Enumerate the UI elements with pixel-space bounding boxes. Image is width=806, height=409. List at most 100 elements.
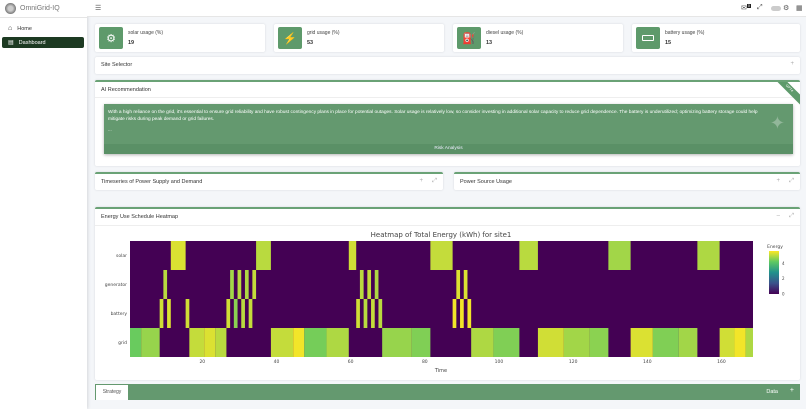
- heatmap-cell: [304, 328, 327, 357]
- maximize-icon[interactable]: ⤢: [789, 213, 794, 219]
- colorbar: [769, 251, 779, 294]
- minus-icon[interactable]: –: [776, 213, 780, 219]
- heatmap-cell: [460, 299, 464, 328]
- sidebar: OmniGrid-IQ ⌂ Home ▤ Dashboard: [0, 0, 87, 409]
- sidebar-item-label: Dashboard: [18, 39, 46, 46]
- sidebar-item-dashboard[interactable]: ▤ Dashboard: [2, 37, 84, 48]
- heatmap-cell: [233, 299, 238, 328]
- heatmap-cell: [456, 270, 461, 299]
- x-tick-label: 160: [717, 359, 726, 365]
- heatmap-cell: [237, 270, 242, 299]
- info-box-grid: ⚡ grid usage (%) 53: [274, 24, 444, 52]
- x-tick-label: 40: [274, 359, 280, 365]
- heatmap-cell: [452, 299, 457, 328]
- heatmap-cell: [589, 328, 609, 357]
- info-value: 19: [128, 40, 135, 46]
- info-label: grid usage (%): [307, 30, 340, 36]
- tab-data[interactable]: Data: [766, 389, 778, 395]
- heatmap-cell: [167, 299, 171, 328]
- y-tick-label: battery: [111, 311, 128, 317]
- heatmap-cell: [185, 299, 190, 328]
- bolt-icon: ⚡: [278, 27, 302, 49]
- heatmap-cell: [326, 328, 349, 357]
- plus-icon[interactable]: +: [419, 178, 423, 184]
- bell-icon[interactable]: ✉0: [741, 4, 751, 12]
- heatmap-cell: [382, 328, 412, 357]
- colorbar-title: Energy: [767, 244, 783, 250]
- heatmap-row-battery: [130, 299, 753, 328]
- heatmap-cell: [371, 299, 375, 328]
- heatmap-cell: [563, 328, 590, 357]
- info-label: solar usage (%): [128, 30, 164, 36]
- x-tick-label: 80: [422, 359, 428, 365]
- heatmap-cell: [493, 328, 520, 357]
- heatmap-cell: [204, 328, 216, 357]
- card-title: Timeseries of Power Supply and Demand: [101, 179, 203, 185]
- x-tick-label: 120: [569, 359, 578, 365]
- x-tick-label: 20: [199, 359, 205, 365]
- plus-icon[interactable]: +: [790, 61, 794, 67]
- ai-recommendation-card: AI Recommendation GPT4 With a high relia…: [95, 80, 800, 166]
- tab-strategy[interactable]: Strategy: [96, 385, 128, 400]
- notification-badge: 0: [746, 4, 751, 8]
- power-source-usage-card: Power Source Usage + ⤢: [454, 172, 800, 190]
- heatmap-cell: [293, 328, 305, 357]
- heatmap-cell: [248, 299, 253, 328]
- maximize-icon[interactable]: ⤢: [789, 178, 794, 184]
- more-indicator: ...: [108, 127, 112, 132]
- heatmap-cell: [411, 328, 431, 357]
- heatmap-cell: [678, 328, 698, 357]
- heatmap-cell: [374, 270, 379, 299]
- heatmap-cell: [430, 241, 453, 270]
- info-box-battery: battery usage (%) 15: [632, 24, 800, 52]
- sidebar-item-home[interactable]: ⌂ Home: [2, 23, 84, 34]
- heatmap-cell: [226, 299, 231, 328]
- site-selector-card: Site Selector +: [95, 57, 800, 74]
- heatmap-cell: [537, 328, 564, 357]
- solar-icon: ⚙: [99, 27, 123, 49]
- top-navbar: ☰ ✉0 ⤢ ⚙ ▦: [87, 0, 806, 17]
- expand-icon[interactable]: ⤢: [757, 4, 763, 11]
- theme-toggle[interactable]: [771, 6, 781, 11]
- recommendation-text: With a high reliance on the grid, it's e…: [108, 110, 758, 122]
- heatmap-cell: [130, 328, 142, 357]
- info-value: 53: [307, 40, 314, 46]
- heatmap-cell: [467, 299, 472, 328]
- heatmap-cell: [363, 299, 368, 328]
- risk-analysis-button[interactable]: Risk Analysis: [104, 144, 793, 154]
- heatmap-cell: [215, 328, 227, 357]
- heatmap-cell: [630, 328, 653, 357]
- heatmap-cell: [163, 270, 168, 299]
- heatmap-cell: [170, 241, 186, 270]
- brand[interactable]: OmniGrid-IQ: [0, 0, 87, 18]
- colorbar-tick-label: 4: [782, 261, 785, 266]
- x-axis-label: Time: [434, 368, 447, 374]
- hamburger-icon[interactable]: ☰: [95, 5, 102, 12]
- info-value: 13: [486, 40, 493, 46]
- heatmap-cell: [244, 270, 249, 299]
- heatmap-cell: [252, 270, 257, 299]
- colorbar-tick-label: 0: [782, 292, 785, 297]
- plus-icon[interactable]: +: [789, 387, 794, 394]
- plus-icon[interactable]: +: [776, 178, 780, 184]
- info-label: diesel usage (%): [486, 30, 524, 36]
- heatmap-cell: [697, 241, 720, 270]
- heatmap-cell: [359, 270, 364, 299]
- gear-icon[interactable]: ⚙: [783, 5, 790, 12]
- heatmap-cell: [471, 328, 494, 357]
- maximize-icon[interactable]: ⤢: [432, 178, 437, 184]
- card-title: Power Source Usage: [460, 179, 512, 185]
- home-icon: ⌂: [8, 25, 13, 32]
- heatmap-cell: [348, 241, 357, 270]
- heatmap-cell: [734, 328, 746, 357]
- info-box-diesel: ⛽ diesel usage (%) 13: [453, 24, 623, 52]
- grid-icon[interactable]: ▦: [796, 5, 803, 12]
- heatmap-cell: [519, 241, 538, 270]
- pumpjack-icon: ⛽: [457, 27, 481, 49]
- heatmap-cell: [256, 241, 271, 270]
- heatmap-cell: [378, 299, 383, 328]
- heatmap-cell: [463, 270, 468, 299]
- heatmap-cell: [719, 328, 735, 357]
- heatmap-cell: [189, 328, 205, 357]
